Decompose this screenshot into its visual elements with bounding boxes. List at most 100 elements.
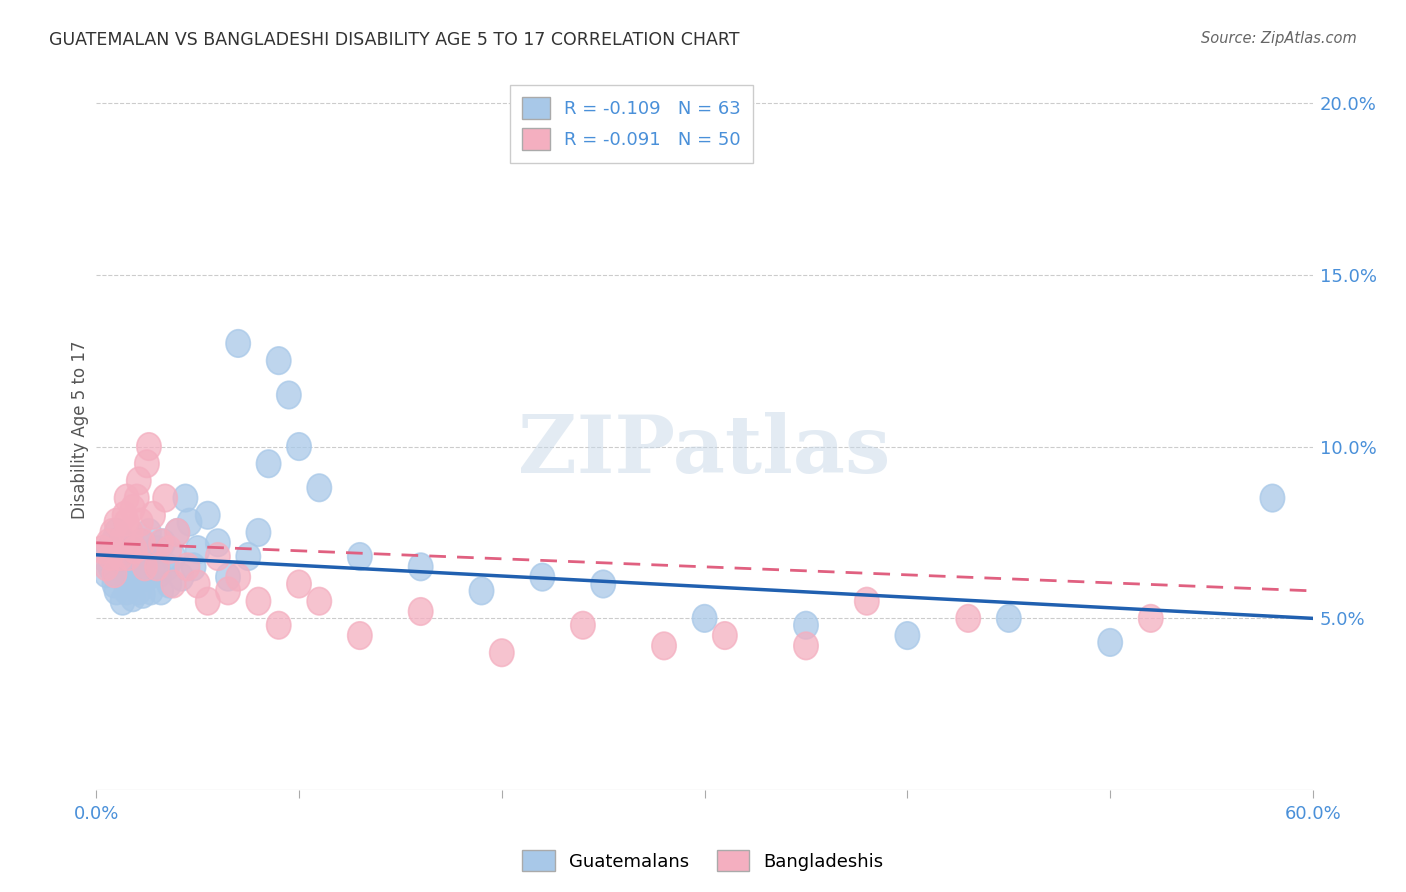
Ellipse shape	[125, 484, 149, 512]
Ellipse shape	[226, 330, 250, 357]
Ellipse shape	[127, 467, 150, 495]
Ellipse shape	[794, 632, 818, 659]
Ellipse shape	[149, 577, 173, 605]
Ellipse shape	[94, 553, 118, 581]
Ellipse shape	[104, 519, 129, 546]
Ellipse shape	[104, 508, 129, 536]
Ellipse shape	[141, 553, 165, 581]
Ellipse shape	[129, 560, 153, 588]
Ellipse shape	[155, 553, 180, 581]
Text: GUATEMALAN VS BANGLADESHI DISABILITY AGE 5 TO 17 CORRELATION CHART: GUATEMALAN VS BANGLADESHI DISABILITY AGE…	[49, 31, 740, 49]
Legend: Guatemalans, Bangladeshis: Guatemalans, Bangladeshis	[515, 843, 891, 879]
Ellipse shape	[246, 519, 270, 546]
Ellipse shape	[956, 605, 980, 632]
Ellipse shape	[855, 588, 879, 615]
Legend: R = -0.109   N = 63, R = -0.091   N = 50: R = -0.109 N = 63, R = -0.091 N = 50	[510, 85, 754, 163]
Ellipse shape	[153, 484, 177, 512]
Ellipse shape	[195, 501, 219, 529]
Ellipse shape	[246, 588, 270, 615]
Ellipse shape	[287, 433, 311, 460]
Ellipse shape	[100, 529, 125, 557]
Ellipse shape	[794, 612, 818, 639]
Ellipse shape	[114, 508, 139, 536]
Ellipse shape	[135, 564, 159, 591]
Ellipse shape	[267, 347, 291, 375]
Ellipse shape	[131, 581, 155, 608]
Ellipse shape	[236, 542, 260, 570]
Ellipse shape	[103, 560, 127, 588]
Ellipse shape	[129, 508, 153, 536]
Ellipse shape	[226, 564, 250, 591]
Ellipse shape	[997, 605, 1021, 632]
Ellipse shape	[112, 529, 136, 557]
Ellipse shape	[530, 564, 554, 591]
Ellipse shape	[146, 560, 172, 588]
Ellipse shape	[145, 536, 169, 564]
Ellipse shape	[177, 508, 201, 536]
Ellipse shape	[409, 598, 433, 625]
Ellipse shape	[1139, 605, 1163, 632]
Ellipse shape	[135, 450, 159, 477]
Ellipse shape	[149, 529, 173, 557]
Ellipse shape	[117, 542, 141, 570]
Ellipse shape	[217, 564, 240, 591]
Ellipse shape	[186, 570, 209, 598]
Ellipse shape	[162, 542, 186, 570]
Y-axis label: Disability Age 5 to 17: Disability Age 5 to 17	[72, 340, 89, 518]
Ellipse shape	[98, 553, 122, 581]
Ellipse shape	[100, 519, 125, 546]
Ellipse shape	[470, 577, 494, 605]
Ellipse shape	[186, 536, 209, 564]
Ellipse shape	[136, 519, 162, 546]
Ellipse shape	[108, 542, 132, 570]
Ellipse shape	[165, 519, 190, 546]
Ellipse shape	[277, 381, 301, 409]
Ellipse shape	[96, 536, 121, 564]
Ellipse shape	[108, 542, 132, 570]
Ellipse shape	[114, 484, 139, 512]
Ellipse shape	[347, 542, 373, 570]
Ellipse shape	[141, 501, 165, 529]
Ellipse shape	[571, 612, 595, 639]
Ellipse shape	[307, 474, 332, 501]
Ellipse shape	[652, 632, 676, 659]
Ellipse shape	[145, 553, 169, 581]
Ellipse shape	[267, 612, 291, 639]
Ellipse shape	[96, 529, 121, 557]
Ellipse shape	[489, 639, 515, 666]
Ellipse shape	[131, 529, 155, 557]
Ellipse shape	[94, 560, 118, 588]
Ellipse shape	[136, 433, 162, 460]
Ellipse shape	[307, 588, 332, 615]
Ellipse shape	[118, 519, 143, 546]
Ellipse shape	[150, 529, 176, 557]
Ellipse shape	[896, 622, 920, 649]
Ellipse shape	[103, 570, 127, 598]
Ellipse shape	[129, 529, 153, 557]
Ellipse shape	[104, 577, 129, 605]
Ellipse shape	[121, 584, 145, 612]
Ellipse shape	[139, 577, 163, 605]
Ellipse shape	[165, 519, 190, 546]
Ellipse shape	[287, 570, 311, 598]
Ellipse shape	[122, 536, 146, 564]
Ellipse shape	[125, 553, 149, 581]
Ellipse shape	[169, 564, 194, 591]
Ellipse shape	[132, 542, 157, 570]
Ellipse shape	[132, 553, 157, 581]
Ellipse shape	[90, 536, 114, 564]
Ellipse shape	[217, 577, 240, 605]
Ellipse shape	[205, 542, 231, 570]
Ellipse shape	[157, 570, 181, 598]
Ellipse shape	[176, 553, 200, 581]
Ellipse shape	[173, 484, 198, 512]
Ellipse shape	[90, 542, 114, 570]
Ellipse shape	[121, 564, 145, 591]
Ellipse shape	[111, 525, 135, 553]
Ellipse shape	[98, 542, 122, 570]
Ellipse shape	[409, 553, 433, 581]
Ellipse shape	[1098, 629, 1122, 657]
Text: ZIPatlas: ZIPatlas	[519, 412, 891, 490]
Ellipse shape	[111, 588, 135, 615]
Ellipse shape	[114, 577, 139, 605]
